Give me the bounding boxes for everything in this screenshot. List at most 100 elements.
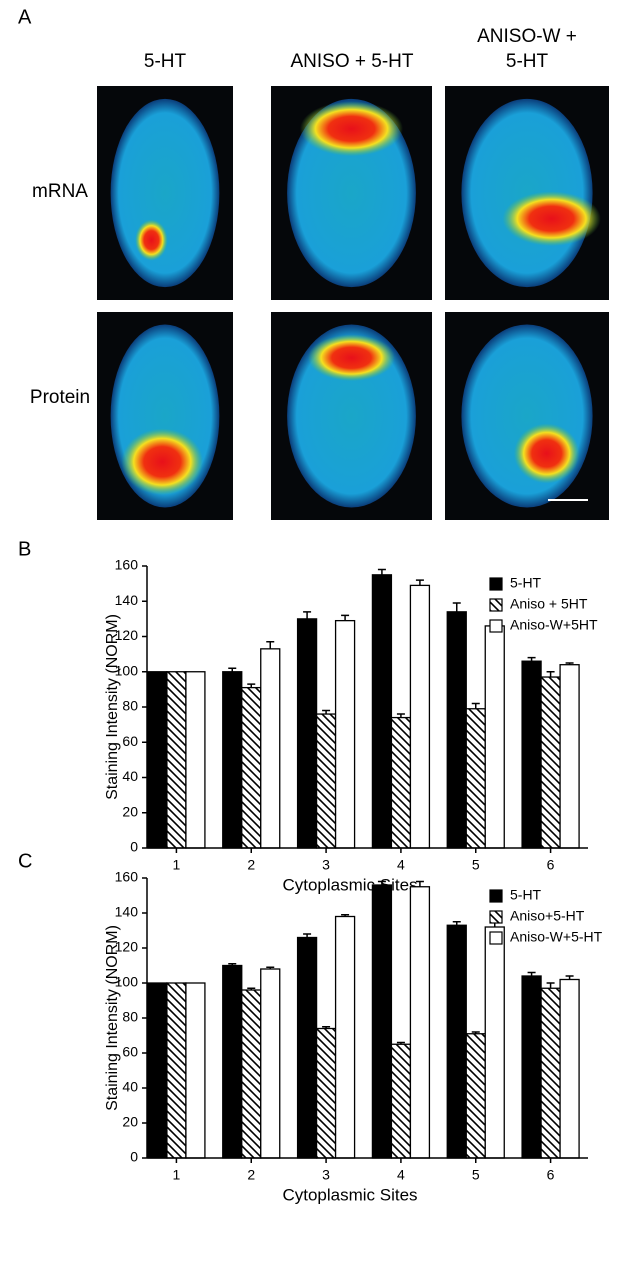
bar bbox=[521, 975, 542, 1159]
error-bar bbox=[228, 963, 237, 966]
x-tick-label: 5 bbox=[472, 857, 480, 873]
x-tick-label: 1 bbox=[173, 1167, 181, 1183]
bar bbox=[540, 676, 561, 849]
error-bar bbox=[452, 602, 461, 612]
x-tick-label: 2 bbox=[247, 857, 255, 873]
panel-label: B bbox=[18, 538, 31, 560]
bar bbox=[484, 926, 505, 1159]
y-tick-label: 140 bbox=[115, 592, 139, 608]
y-tick-label: 120 bbox=[115, 939, 139, 955]
legend-label: Aniso + 5HT bbox=[510, 596, 588, 612]
y-tick-label: 160 bbox=[115, 557, 139, 573]
x-axis-label: Cytoplasmic Sites bbox=[282, 1185, 417, 1204]
error-bar bbox=[377, 568, 386, 575]
panel-label: C bbox=[18, 850, 32, 872]
error-bar bbox=[452, 921, 461, 926]
hotspot bbox=[135, 219, 168, 261]
bar bbox=[185, 671, 206, 849]
bar bbox=[465, 1033, 486, 1159]
chart: B Staining Intensity (NORM) Cytoplasmic Si… bbox=[18, 538, 598, 894]
x-axis-label: Cytoplasmic Sites bbox=[282, 875, 417, 894]
error-bar bbox=[303, 611, 312, 619]
x-tick-label: 6 bbox=[547, 857, 555, 873]
bar bbox=[147, 982, 168, 1159]
bar bbox=[334, 915, 356, 1159]
bar bbox=[390, 716, 412, 849]
column-label: 5-HT bbox=[144, 51, 187, 72]
bar bbox=[166, 982, 187, 1159]
y-tick-label: 120 bbox=[115, 627, 139, 643]
error-bar bbox=[247, 987, 256, 990]
bar bbox=[241, 989, 262, 1159]
bar bbox=[559, 978, 580, 1159]
error-bar bbox=[247, 683, 256, 688]
x-tick-label: 4 bbox=[397, 1167, 405, 1183]
legend-label: Aniso+5-HT bbox=[510, 908, 585, 924]
column-label: 5-HT bbox=[506, 51, 549, 72]
bar bbox=[409, 584, 431, 849]
error-bar bbox=[341, 914, 350, 917]
y-tick-label: 0 bbox=[130, 839, 138, 855]
error-bar bbox=[322, 709, 331, 715]
cell bbox=[461, 324, 593, 508]
row-label: Protein bbox=[30, 387, 90, 408]
y-tick-label: 60 bbox=[122, 733, 138, 749]
error-bar bbox=[415, 880, 424, 887]
x-tick-label: 5 bbox=[472, 1167, 480, 1183]
error-bar bbox=[266, 966, 275, 969]
legend-swatch bbox=[489, 619, 503, 633]
legend-swatch bbox=[489, 910, 503, 924]
panel-label: A bbox=[18, 6, 32, 28]
bar bbox=[296, 936, 318, 1159]
column-label: ANISO + 5-HT bbox=[291, 51, 414, 72]
legend-swatch bbox=[489, 889, 503, 903]
error-bar bbox=[471, 702, 480, 709]
y-tick-label: 80 bbox=[122, 698, 138, 714]
error-bar bbox=[303, 933, 312, 938]
x-tick-label: 2 bbox=[247, 1167, 255, 1183]
y-tick-label: 100 bbox=[115, 662, 139, 678]
x-tick-label: 3 bbox=[322, 1167, 330, 1183]
error-bar bbox=[565, 975, 574, 980]
bar bbox=[334, 619, 356, 849]
y-tick-label: 60 bbox=[122, 1044, 138, 1060]
legend-swatch bbox=[489, 598, 503, 612]
bar bbox=[166, 671, 187, 849]
cell bbox=[110, 98, 220, 288]
bar bbox=[222, 671, 243, 849]
y-tick-label: 160 bbox=[115, 869, 139, 885]
panel-a: A 5-HT ANISO + 5-HT ANISO-W + 5-HT mRNA Protei… bbox=[18, 6, 609, 520]
bar bbox=[185, 982, 206, 1159]
x-tick-label: 3 bbox=[322, 857, 330, 873]
bar bbox=[409, 886, 431, 1159]
y-axis-label: Staining Intensity (NORM) bbox=[104, 925, 121, 1111]
legend-label: Aniso-W+5-HT bbox=[510, 929, 603, 945]
y-tick-label: 40 bbox=[122, 768, 138, 784]
bar bbox=[315, 1027, 337, 1159]
y-tick-label: 20 bbox=[122, 1114, 138, 1130]
error-bar bbox=[341, 614, 350, 621]
bar bbox=[390, 1043, 412, 1159]
bar bbox=[559, 664, 580, 849]
bar bbox=[371, 574, 393, 849]
legend-label: 5-HT bbox=[510, 887, 542, 903]
hotspot bbox=[502, 191, 601, 247]
cell bbox=[461, 98, 593, 288]
y-tick-label: 140 bbox=[115, 904, 139, 920]
y-tick-label: 40 bbox=[122, 1079, 138, 1095]
legend-swatch bbox=[489, 577, 503, 591]
hotspot bbox=[513, 423, 580, 484]
error-bar bbox=[266, 641, 275, 649]
bar bbox=[465, 708, 486, 849]
x-tick-label: 4 bbox=[397, 857, 405, 873]
bar bbox=[296, 618, 318, 849]
x-tick-label: 6 bbox=[547, 1167, 555, 1183]
bar bbox=[315, 713, 337, 849]
bar bbox=[521, 660, 542, 849]
error-bar bbox=[396, 713, 405, 718]
error-bar bbox=[228, 667, 237, 672]
bar bbox=[222, 964, 243, 1159]
bar bbox=[446, 611, 467, 849]
chart: C Staining Intensity (NORM) Cytoplasmic Si… bbox=[18, 850, 603, 1204]
